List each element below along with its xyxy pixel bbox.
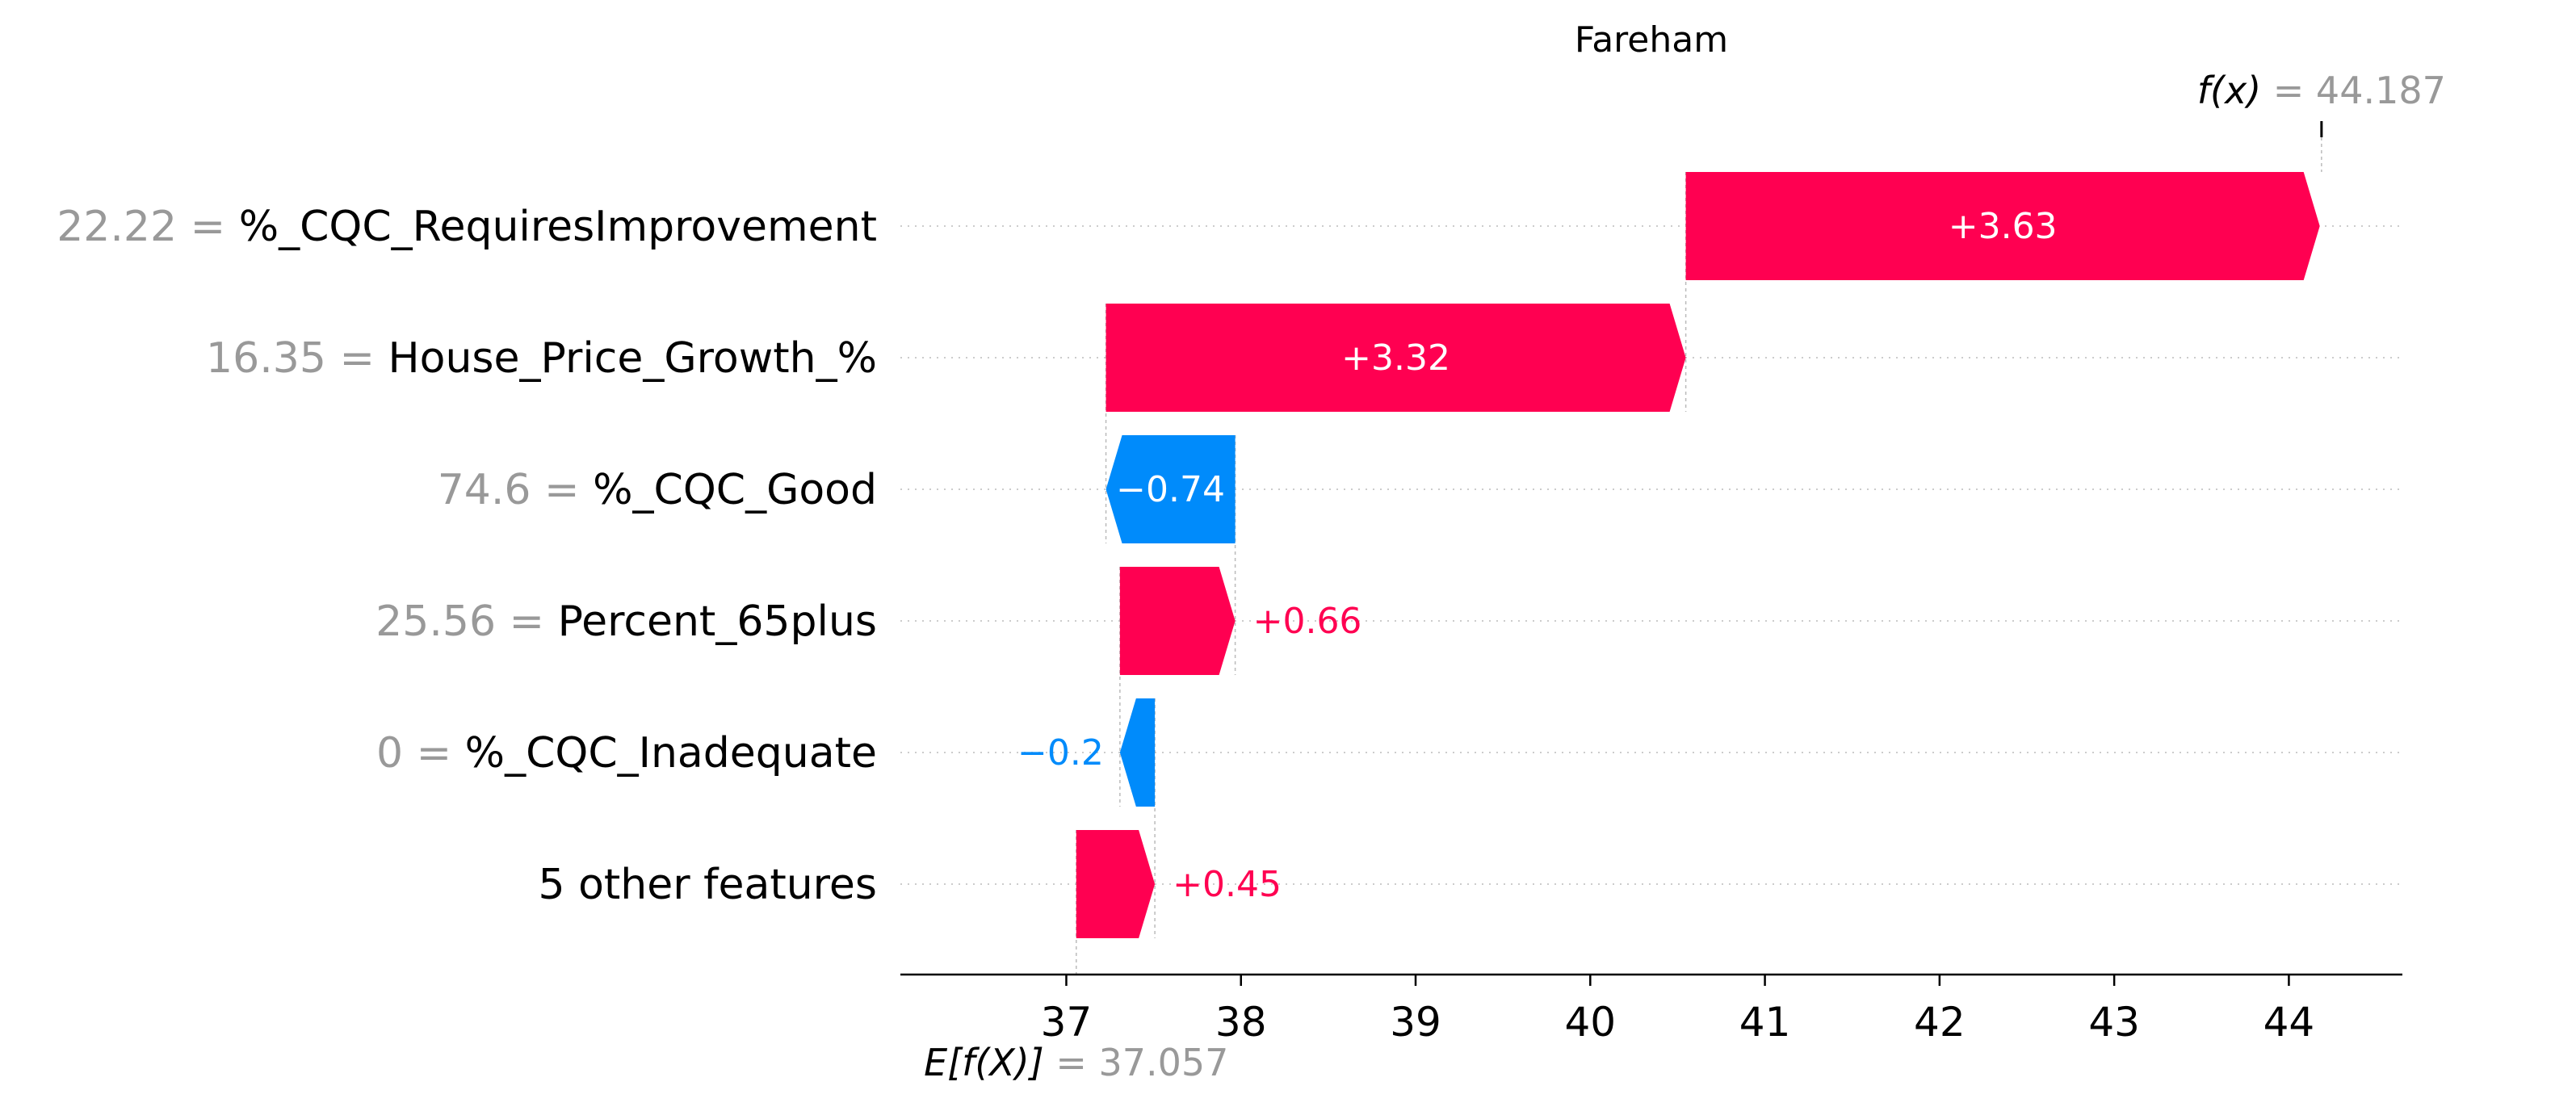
feature-label: 22.22 = %_CQC_RequiresImprovement <box>57 203 877 251</box>
feature-label: 25.56 = Percent_65plus <box>375 597 877 646</box>
chart-title: Fareham <box>1575 19 1728 61</box>
contribution-label: +3.63 <box>1949 206 2058 247</box>
positive-contribution-bar <box>1119 567 1236 675</box>
feature-name: %_CQC_Inadequate <box>465 729 877 778</box>
positive-contribution-bar <box>1076 830 1156 938</box>
contribution-label: +3.32 <box>1341 337 1450 379</box>
feature-value: 74.6 = <box>438 466 593 514</box>
positive-contribution-bar <box>1685 172 2320 280</box>
feature-name: House_Price_Growth_% <box>388 334 877 383</box>
x-tick-label: 40 <box>1564 999 1616 1046</box>
feature-label: 5 other features <box>538 861 877 909</box>
contribution-label: −0.74 <box>1116 469 1225 510</box>
x-axis: 37 38 39 40 41 42 43 44 E[f(X)] = 37.057 f(x) = 4… <box>900 69 2446 1084</box>
base-value-symbol: E[f(X)] <box>924 1041 1055 1084</box>
contribution-label: −0.2 <box>1017 732 1104 774</box>
output-value-number: = 44.187 <box>2273 69 2446 112</box>
feature-value: 25.56 = <box>375 597 558 646</box>
feature-label: 0 = %_CQC_Inadequate <box>376 729 877 778</box>
x-tick-label: 43 <box>2088 999 2140 1046</box>
contribution-label: +0.66 <box>1253 601 1362 642</box>
x-tick-label: 37 <box>1041 999 1093 1046</box>
feature-name: %_CQC_Good <box>593 466 877 514</box>
x-tick-label: 44 <box>2263 999 2315 1046</box>
output-value-label: f(x) = 44.187 <box>2197 69 2446 112</box>
feature-name: 5 other features <box>538 861 877 909</box>
feature-name: Percent_65plus <box>558 597 877 646</box>
base-value-number: = 37.057 <box>1055 1041 1228 1084</box>
x-tick-label: 41 <box>1739 999 1791 1046</box>
feature-labels: 22.22 = %_CQC_RequiresImprovement 16.35 =… <box>57 203 877 909</box>
feature-name: %_CQC_RequiresImprovement <box>239 203 877 251</box>
base-value-label: E[f(X)] = 37.057 <box>924 1041 1228 1084</box>
feature-value: 0 = <box>376 729 465 778</box>
feature-value: 16.35 = <box>206 334 388 383</box>
negative-contribution-bar <box>1105 435 1236 543</box>
feature-label: 74.6 = %_CQC_Good <box>438 466 877 514</box>
contribution-label: +0.45 <box>1173 864 1282 905</box>
x-tick-label: 38 <box>1215 999 1267 1046</box>
feature-label: 16.35 = House_Price_Growth_% <box>206 334 877 383</box>
negative-contribution-bar <box>1119 698 1156 807</box>
x-tick-label: 39 <box>1390 999 1441 1046</box>
feature-value: 22.22 = <box>57 203 239 251</box>
x-tick-label: 42 <box>1914 999 1966 1046</box>
contribution-bars: +3.63 +3.32 −0.74 +0.66 −0.2 +0.45 <box>1017 172 2320 938</box>
positive-contribution-bar <box>1105 304 1686 412</box>
output-value-symbol: f(x) <box>2197 69 2273 112</box>
